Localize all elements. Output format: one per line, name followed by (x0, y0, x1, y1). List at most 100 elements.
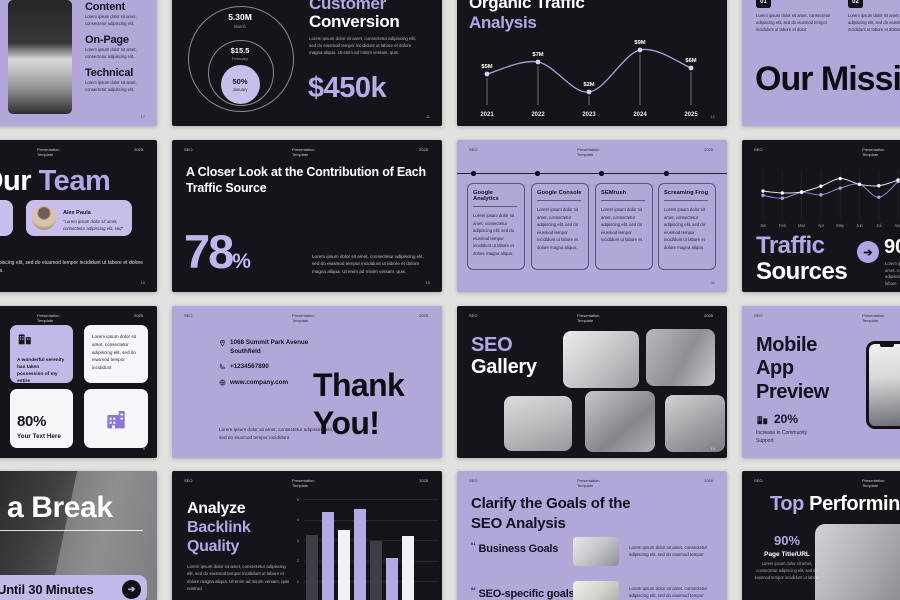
tool-body: Lorem ipsum dolor sit amet, consectetur … (601, 207, 644, 243)
slide-header: SEO Presentation Template 2025 (469, 478, 713, 490)
tool-body: Lorem ipsum dolor sit amet, consectetur … (537, 207, 579, 250)
svg-text:$7M: $7M (532, 52, 543, 58)
gridline (304, 499, 438, 500)
goal-item-business: 01 Business Goals (471, 539, 558, 557)
break-duration-pill[interactable]: Until 30 Minutes ➔ (0, 575, 147, 600)
contact-text: www.company.com (230, 378, 289, 386)
stat-value: 20% (774, 412, 799, 426)
slide-our-team[interactable]: Presentation Template 2025 Our Team Alex… (0, 140, 157, 292)
timeline-dot (471, 171, 476, 176)
percent-sign: % (232, 250, 251, 273)
gallery-photo (585, 391, 655, 452)
buildings-icon (18, 334, 31, 345)
slide-title: Top Performing (770, 493, 900, 516)
divider (473, 206, 517, 207)
avatar (32, 206, 56, 230)
phone-screen-photo (869, 344, 900, 426)
timeline-line (457, 173, 727, 174)
svg-text:$6M: $6M (685, 58, 696, 64)
brand-label: SEO (469, 147, 478, 152)
template-label: Presentation Template (577, 147, 600, 158)
arrow-circle-button[interactable]: ➔ (857, 241, 879, 263)
slide-seo-gallery[interactable]: SEO Presentation Template 2025 SEO Galle… (457, 306, 727, 458)
brand-label: SEO (754, 313, 763, 318)
backlink-bar-chart: 5 4 3 2 1 (290, 471, 440, 600)
title-accent: Top (770, 493, 810, 515)
section-technical: Technical Lorem ipsum dolor sit amet, co… (85, 67, 149, 93)
slide-our-mission[interactable]: 01 Lorem ipsum dolor sit amet, consectet… (742, 0, 900, 126)
timeline-dot (599, 171, 604, 176)
item-body: Lorem ipsum dolor sit amet, consectetur … (629, 545, 708, 558)
slide-take-a-break[interactable]: a Break Until 30 Minutes ➔ (0, 471, 157, 600)
svg-text:Aug: Aug (894, 223, 900, 228)
slide-header: SEO Presentation Template 2025 (184, 147, 428, 159)
svg-text:2025: 2025 (684, 112, 698, 118)
title-rest: Our (0, 165, 32, 197)
svg-text:2023: 2023 (582, 112, 596, 118)
template-label: Presentation Template (862, 478, 885, 489)
gridline (304, 519, 438, 521)
body-text: Lorem ipsum dolor sit amet, consectetur … (885, 261, 900, 287)
brand-label: SEO (184, 313, 193, 318)
slide-content-breakdown[interactable]: Content Lorem ipsum dolor sit amet, cons… (0, 0, 157, 126)
ring-label: January (232, 87, 248, 92)
ring-value: $15.5 (230, 46, 250, 55)
slide-organic-traffic-analysis[interactable]: Organic Traffic Analysis $5M 2021 $7M 2022 $… (457, 0, 727, 126)
section-title: On-Page (85, 34, 129, 46)
ring-label: February (231, 56, 249, 61)
slide-header: SEO Presentation Template 2025 (754, 478, 900, 490)
arrow-circle[interactable]: ➔ (122, 579, 141, 599)
goal-photo (573, 537, 619, 566)
title-rest: Sources (756, 258, 848, 286)
location-icon (220, 339, 225, 347)
svg-text:2022: 2022 (531, 112, 545, 118)
divider (537, 200, 581, 201)
traffic-sources-line-chart: Jan Feb Mar Apr May Jun Jul Aug (760, 170, 900, 228)
template-label: Presentation Template (37, 313, 60, 324)
stat-card: 80% Your Text Here (10, 389, 73, 448)
slide-thank-you[interactable]: SEO Presentation Template 2025 1068 Summ… (172, 306, 442, 458)
slide-closer-look[interactable]: SEO Presentation Template 2025 A Closer … (172, 140, 442, 292)
contact-text: +1234567890 (230, 363, 269, 370)
slide-mobile-app-preview[interactable]: SEO Presentation Template 2025 Mobile Ap… (742, 306, 900, 458)
team-member-card (0, 200, 13, 236)
section-title: Content (85, 1, 126, 13)
slide-top-performing[interactable]: SEO Presentation Template 2025 Top Perfo… (742, 471, 900, 600)
slide-clarify-goals[interactable]: SEO Presentation Template 2025 Clarify t… (457, 471, 727, 600)
stat-value: 90% (773, 533, 801, 548)
gallery-photo (563, 331, 639, 388)
slide-header: SEO Presentation Template 2025 (184, 313, 428, 325)
title-rest: Performing (809, 493, 900, 515)
gridline (304, 540, 438, 541)
section-onpage: On-Page Lorem ipsum dolor sit amet, cons… (85, 34, 149, 60)
item-body: Lorem ipsum dolor sit amet, consectetur … (756, 13, 831, 32)
globe-icon (219, 379, 226, 385)
year-label: 2025 (419, 478, 428, 483)
title-rest: Organic Traffic (469, 0, 585, 12)
axis-tick-label: 2 (296, 558, 299, 563)
template-label: Presentation Template (37, 147, 60, 158)
slide-stat-cards[interactable]: Presentation Template 2025 A wonderful s… (0, 306, 157, 458)
slide-title: Analyze Backlink Quality (187, 499, 251, 557)
page-number: 10 (140, 280, 145, 285)
year-label: 2025 (704, 313, 713, 318)
slide-header: Presentation Template 2025 (0, 147, 143, 159)
slide-customer-conversion[interactable]: 5.30M March $15.5 February 50% January C… (172, 0, 442, 126)
slide-traffic-source-tools[interactable]: SEO Presentation Template 2025 Google An… (457, 140, 727, 292)
slide-traffic-sources[interactable]: SEO Presentation Template 2025 Jan Feb Mar… (742, 140, 900, 292)
body-text: Lorem ipsum dolor sit amet, consectetur … (754, 561, 820, 580)
address-line-2: Southfield (230, 347, 261, 355)
section-title: Technical (85, 67, 134, 79)
goal-photo (573, 581, 619, 600)
slide-header: SEO Presentation Template 2025 (469, 147, 713, 159)
year-label: 2025 (704, 478, 713, 483)
slide-backlink-quality[interactable]: SEO Presentation Template 2025 Analyze B… (172, 471, 442, 600)
stat-label: Increase in Community Support (756, 430, 808, 444)
bar (402, 535, 414, 600)
phone-icon (219, 363, 226, 370)
slide-title: Our Mission (755, 60, 900, 98)
stat-label: Your Text Here (17, 433, 61, 440)
card-text: Lorem ipsum dolor sit amet, consectetur … (92, 334, 136, 371)
tool-title: Google Console (537, 190, 582, 196)
